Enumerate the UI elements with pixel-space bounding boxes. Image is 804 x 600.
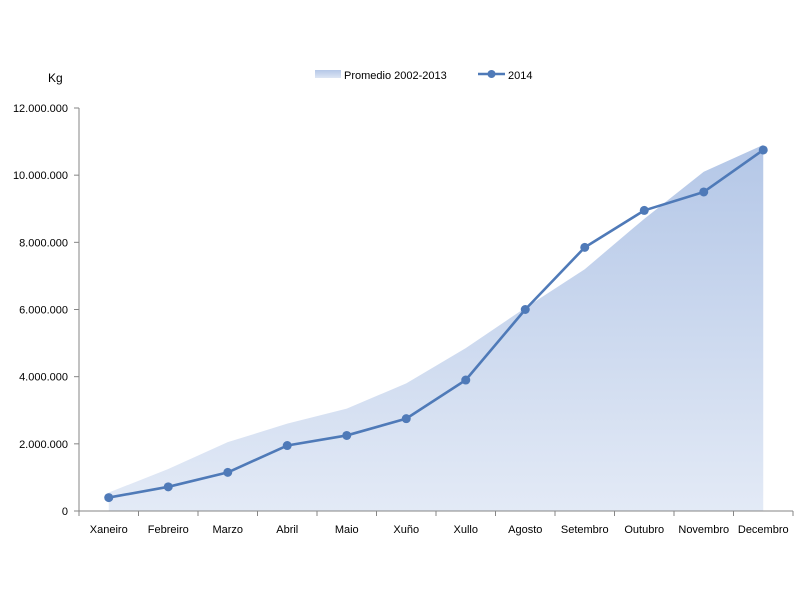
data-point-2014 <box>639 205 649 215</box>
legend-label-line: 2014 <box>508 70 532 82</box>
y-tick-label: 6.000.000 <box>19 305 68 317</box>
y-tick-label: 10.000.000 <box>13 170 68 182</box>
x-axis: Xaneiro Febreiro Marzo Abril Maio Xuño Xullo Ag… <box>78 510 794 536</box>
line-series-2014 <box>108 148 764 499</box>
data-point-2014 <box>104 493 114 503</box>
x-tick-label: Marzo <box>212 524 243 536</box>
data-point-2014 <box>461 375 471 385</box>
data-point-2014 <box>163 482 173 492</box>
x-tick-label: Decembro <box>738 524 789 536</box>
data-point-2014 <box>401 414 411 424</box>
x-tick-label: Maio <box>335 524 359 536</box>
data-point-2014 <box>758 145 768 155</box>
x-tick-label: Febreiro <box>148 524 189 536</box>
x-tick-label: Novembro <box>678 524 729 536</box>
y-tick-label: 2.000.000 <box>19 439 68 451</box>
x-tick-label: Setembro <box>561 524 609 536</box>
plot-area <box>104 144 768 512</box>
area-series-promedio <box>108 144 764 512</box>
y-tick-label: 4.000.000 <box>19 372 68 384</box>
y-axis-label: Kg <box>48 71 63 85</box>
x-tick-label: Agosto <box>508 524 542 536</box>
x-tick-label: Abril <box>276 524 298 536</box>
y-tick-label: 0 <box>62 506 68 518</box>
data-point-2014 <box>342 430 352 440</box>
y-tick-label: 8.000.000 <box>19 237 68 249</box>
data-point-2014 <box>699 187 709 197</box>
legend-swatch-marker <box>487 70 496 78</box>
y-axis: 0 2.000.000 4.000.000 6.000.000 8.000.000 10.… <box>13 103 80 518</box>
data-point-2014 <box>282 441 292 451</box>
legend-label-area: Promedio 2002-2013 <box>344 70 447 82</box>
legend: Promedio 2002-2013 2014 <box>315 70 532 82</box>
data-point-2014 <box>223 467 233 477</box>
x-tick-label: Outubro <box>624 524 664 536</box>
y-tick-label: 12.000.000 <box>13 103 68 115</box>
x-tick-label: Xullo <box>454 524 478 536</box>
legend-swatch-area <box>315 70 341 78</box>
data-point-2014 <box>520 305 530 314</box>
x-tick-label: Xaneiro <box>90 524 128 536</box>
x-tick-label: Xuño <box>393 524 419 536</box>
data-point-2014 <box>580 242 590 252</box>
